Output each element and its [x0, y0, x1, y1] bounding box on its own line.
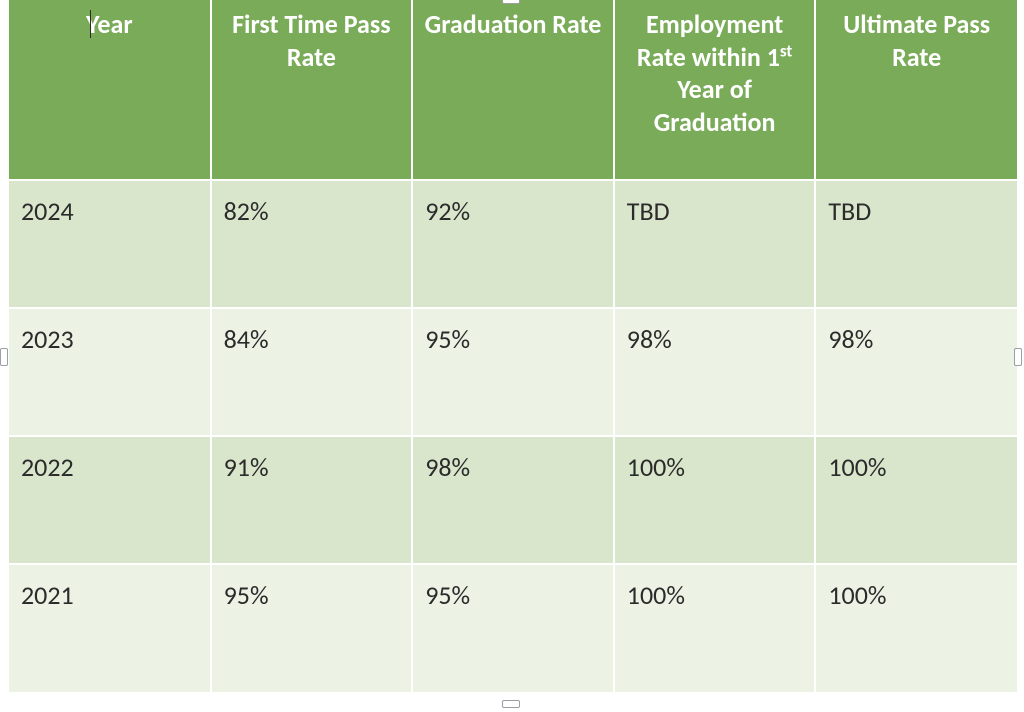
- data-table[interactable]: Year First Time Pass Rate Graduation Rat…: [9, 0, 1017, 692]
- cell[interactable]: TBD: [815, 180, 1017, 308]
- cell[interactable]: TBD: [614, 180, 816, 308]
- cell-value: 82%: [224, 195, 269, 227]
- cell-value: 98%: [627, 323, 672, 355]
- col-header-ultimate-pass-rate[interactable]: Ultimate Pass Rate: [815, 0, 1017, 180]
- cell-value: 100%: [828, 451, 886, 483]
- table-row: 2024 82% 92% TBD TBD: [9, 180, 1017, 308]
- cell[interactable]: 100%: [614, 564, 816, 692]
- col-header-label: Graduation Rate: [425, 8, 602, 40]
- cell[interactable]: 82%: [211, 180, 413, 308]
- cell-value: 100%: [627, 579, 685, 611]
- table-row: 2022 91% 98% 100% 100%: [9, 436, 1017, 564]
- selection-handle-right[interactable]: [1014, 348, 1022, 366]
- cell[interactable]: 2022: [9, 436, 211, 564]
- col-header-label: Employment Rate within 1st Year of Gradu…: [637, 8, 792, 138]
- col-header-label: Ultimate Pass Rate: [843, 8, 990, 73]
- cell-value: 2022: [21, 451, 74, 483]
- text-caret: [90, 10, 91, 38]
- table-row: 2023 84% 95% 98% 98%: [9, 308, 1017, 436]
- cell[interactable]: 2021: [9, 564, 211, 692]
- cell[interactable]: 98%: [614, 308, 816, 436]
- selection-handle-left[interactable]: [0, 348, 8, 366]
- col-header-year[interactable]: Year: [9, 0, 211, 180]
- cell[interactable]: 95%: [412, 564, 614, 692]
- selection-handle-top[interactable]: [502, 0, 520, 4]
- cell-value: TBD: [627, 195, 670, 227]
- table-container: Year First Time Pass Rate Graduation Rat…: [7, 0, 1017, 692]
- cell-value: 92%: [425, 195, 470, 227]
- cell[interactable]: 95%: [211, 564, 413, 692]
- table-body: 2024 82% 92% TBD TBD 2023 84% 95% 98% 98…: [9, 180, 1017, 692]
- col-header-graduation-rate[interactable]: Graduation Rate: [412, 0, 614, 180]
- table-header-row: Year First Time Pass Rate Graduation Rat…: [9, 0, 1017, 180]
- table-row: 2021 95% 95% 100% 100%: [9, 564, 1017, 692]
- cell[interactable]: 84%: [211, 308, 413, 436]
- cell-value: 95%: [425, 579, 470, 611]
- cell-value: TBD: [828, 195, 871, 227]
- col-header-label: First Time Pass Rate: [232, 8, 391, 73]
- col-header-first-time-pass-rate[interactable]: First Time Pass Rate: [211, 0, 413, 180]
- cell-value: 100%: [627, 451, 685, 483]
- cell-value: 2024: [21, 195, 74, 227]
- cell[interactable]: 91%: [211, 436, 413, 564]
- cell-value: 95%: [224, 579, 269, 611]
- cell[interactable]: 98%: [815, 308, 1017, 436]
- cell[interactable]: 2024: [9, 180, 211, 308]
- cell-value: 98%: [828, 323, 873, 355]
- cell-value: 2021: [21, 579, 74, 611]
- cell[interactable]: 100%: [815, 564, 1017, 692]
- cell-value: 100%: [828, 579, 886, 611]
- cell[interactable]: 100%: [815, 436, 1017, 564]
- selection-handle-bottom[interactable]: [502, 700, 520, 708]
- col-header-employment-rate[interactable]: Employment Rate within 1st Year of Gradu…: [614, 0, 816, 180]
- cell-value: 95%: [425, 323, 470, 355]
- cell-value: 98%: [425, 451, 470, 483]
- cell-value: 2023: [21, 323, 74, 355]
- cell[interactable]: 100%: [614, 436, 816, 564]
- cell[interactable]: 2023: [9, 308, 211, 436]
- cell[interactable]: 92%: [412, 180, 614, 308]
- col-header-label: Year: [86, 8, 133, 40]
- cell-value: 91%: [224, 451, 269, 483]
- cell[interactable]: 98%: [412, 436, 614, 564]
- cell-value: 84%: [224, 323, 269, 355]
- cell[interactable]: 95%: [412, 308, 614, 436]
